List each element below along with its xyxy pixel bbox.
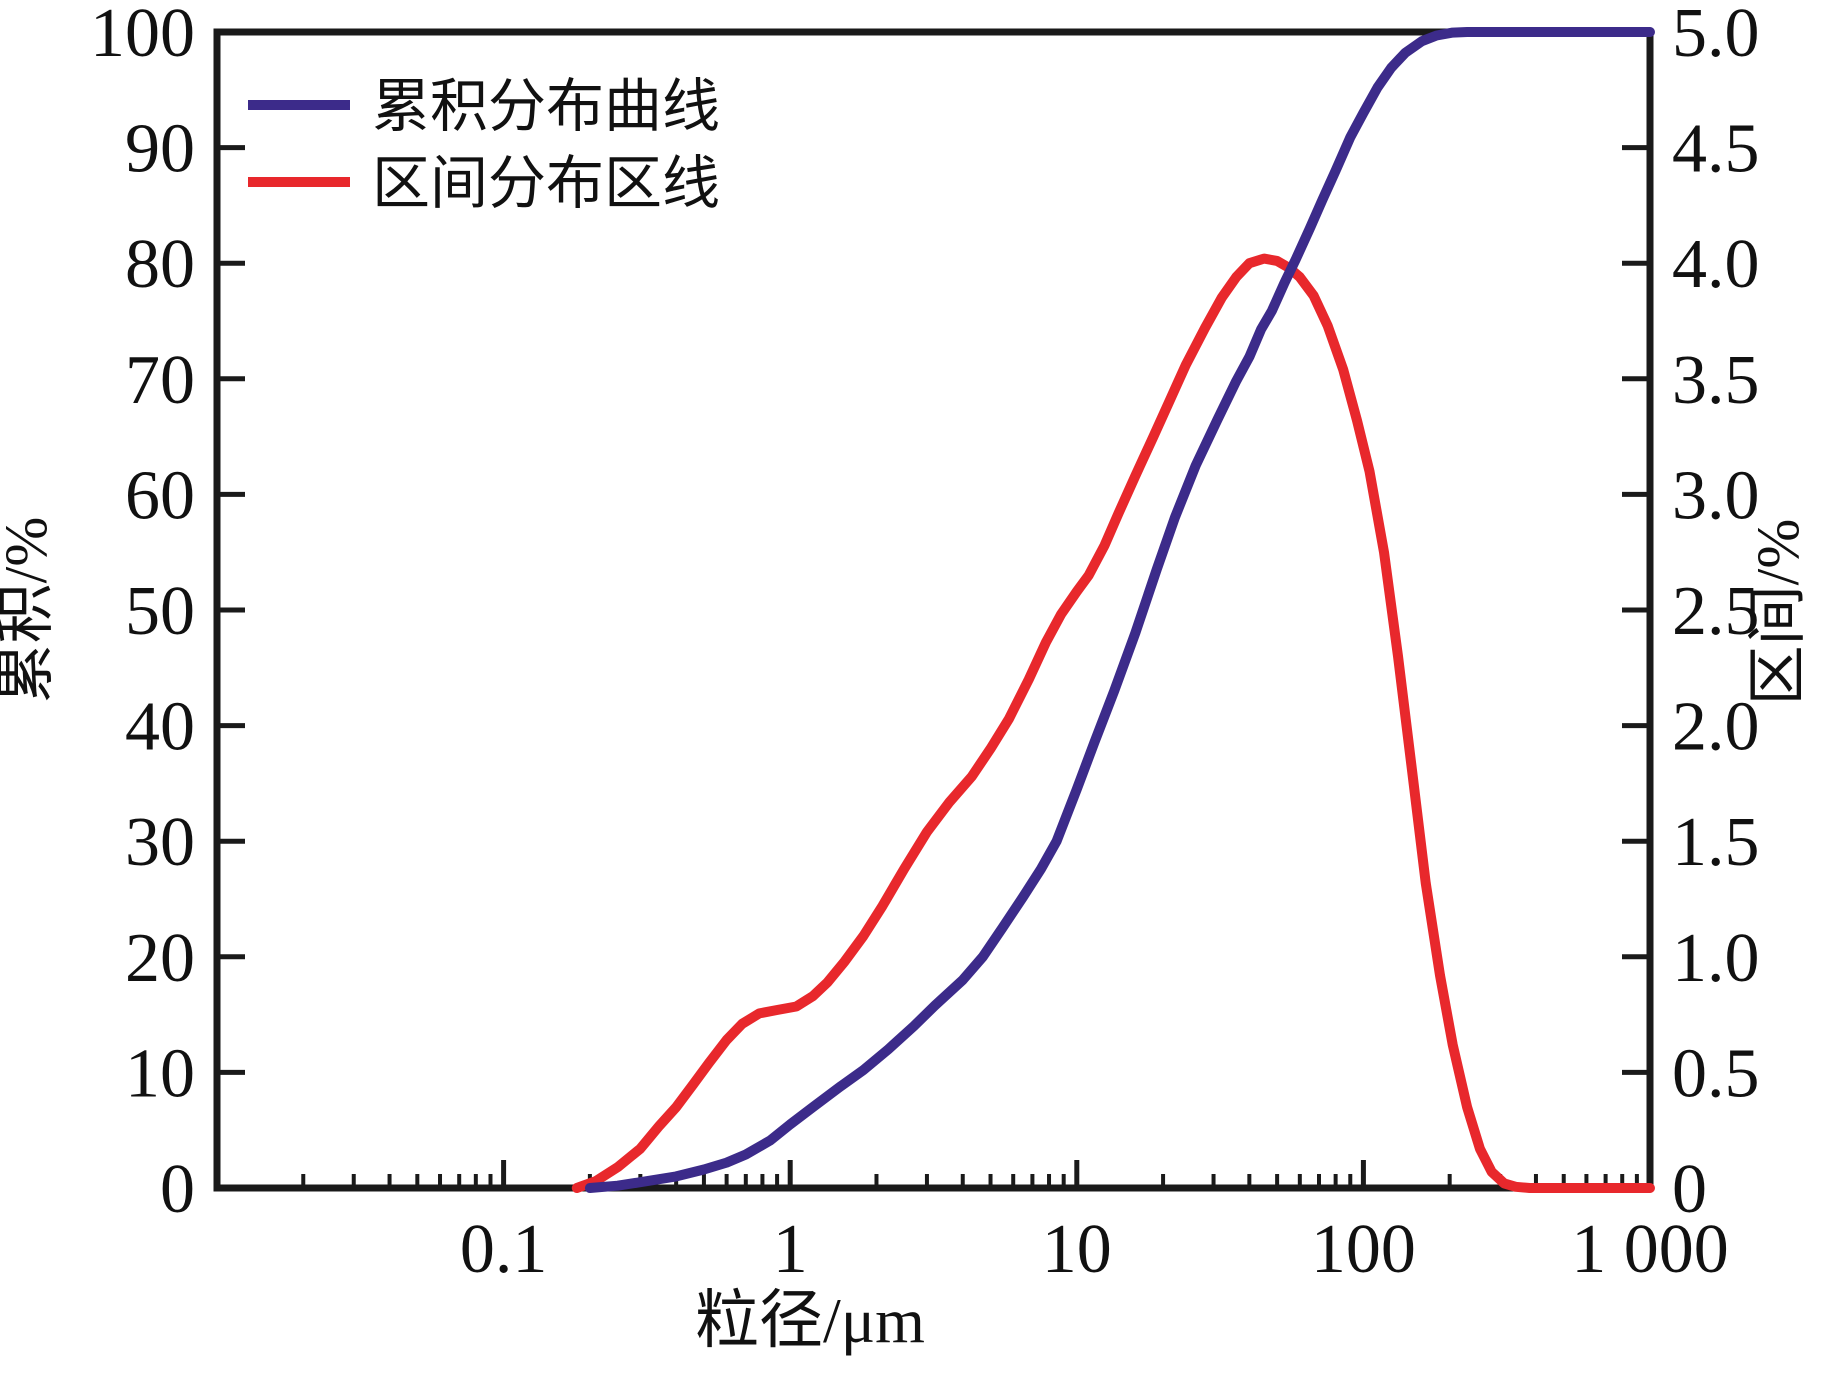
y-left-tick-label: 60	[125, 457, 195, 534]
y-right-tick-label: 3.0	[1672, 457, 1760, 534]
y-right-tick-label: 4.5	[1672, 111, 1760, 188]
y-left-tick-label: 30	[125, 804, 195, 881]
y-right-tick-label: 1.5	[1672, 804, 1760, 881]
y-right-tick-label: 4.0	[1672, 226, 1760, 303]
y-left-tick-label: 100	[90, 0, 195, 72]
x-axis-title: 粒径/μm	[695, 1285, 925, 1356]
x-tick-label: 10	[1042, 1211, 1112, 1288]
y-right-tick-label: 5.0	[1672, 0, 1760, 72]
y-left-tick-label: 0	[160, 1151, 195, 1228]
legend-label-interval: 区间分布区线	[372, 151, 720, 216]
y-right-tick-label: 2.0	[1672, 689, 1760, 766]
x-tick-label: 100	[1311, 1211, 1416, 1288]
plot-frame	[213, 28, 1654, 1192]
x-tick-label: 1	[773, 1211, 808, 1288]
y-left-tick-label: 20	[125, 920, 195, 997]
y-right-tick-label: 2.5	[1672, 573, 1760, 650]
y-right-tick-label: 1.0	[1672, 920, 1760, 997]
x-tick-label: 0.1	[460, 1211, 548, 1288]
interval-distribution-curve	[571, 253, 1655, 1193]
plot-area: 0.1 1 10 100 1 000010203040506070809010000.5…	[90, 0, 1760, 1288]
y-right-tick-label: 3.5	[1672, 342, 1760, 419]
y-left-tick-label: 50	[125, 573, 195, 650]
y-left-tick-label: 70	[125, 342, 195, 419]
legend-label-cumulative: 累积分布曲线	[372, 74, 720, 139]
y-left-tick-label: 80	[125, 226, 195, 303]
legend: 累积分布曲线 区间分布区线	[248, 74, 720, 216]
y-left-tick-label: 40	[125, 689, 195, 766]
y-left-tick-label: 90	[125, 111, 195, 188]
y-right-tick-label: 0	[1672, 1151, 1707, 1228]
left-axis-title: 累积/%	[0, 517, 59, 704]
cumulative-distribution-curve	[584, 27, 1655, 1193]
x-tick-label: 1 000	[1571, 1211, 1729, 1288]
y-right-tick-label: 0.5	[1672, 1035, 1760, 1112]
y-left-tick-label: 10	[125, 1035, 195, 1112]
right-axis-title: 区间/%	[1745, 519, 1811, 706]
